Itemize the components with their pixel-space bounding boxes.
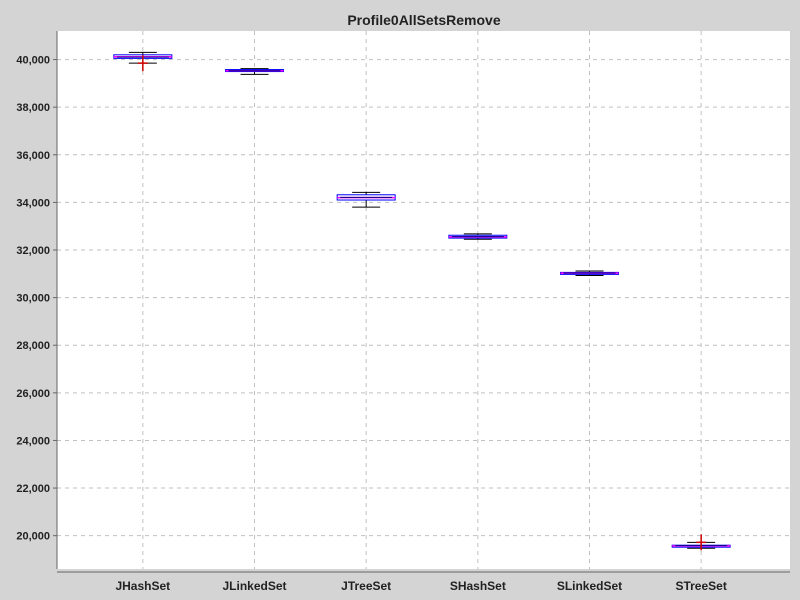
y-tick-label: 38,000	[16, 102, 50, 114]
y-tick-label: 34,000	[16, 197, 50, 209]
y-tick-label: 26,000	[16, 388, 50, 400]
y-tick-label: 30,000	[16, 293, 50, 305]
x-tick-label: SLinkedSet	[557, 579, 622, 593]
axis-layer: 20,000 22,000 24,000 26,000 28,000 30,000 32,0…	[16, 31, 790, 593]
plot-area	[57, 31, 790, 569]
box-STreeSet	[671, 534, 731, 551]
y-tick-label: 40,000	[16, 55, 50, 67]
x-tick-label: JTreeSet	[341, 579, 391, 593]
chart-title: Profile0AllSetsRemove	[347, 12, 500, 28]
grid-layer	[57, 31, 790, 569]
box-SHashSet	[448, 233, 508, 240]
y-tick-label: 20,000	[16, 531, 50, 543]
box-JTreeSet	[336, 191, 396, 208]
y-tick-label: 36,000	[16, 150, 50, 162]
y-tick-label: 22,000	[16, 483, 50, 495]
y-tick-label: 24,000	[16, 435, 50, 447]
x-tick-label: STreeSet	[675, 579, 726, 593]
y-tick-label: 28,000	[16, 340, 50, 352]
x-tick-label: JLinkedSet	[222, 579, 286, 593]
box-JLinkedSet	[225, 68, 284, 75]
x-tick-label: SHashSet	[450, 579, 506, 593]
box-JHashSet	[113, 51, 173, 72]
x-tick-label: JHashSet	[115, 579, 170, 593]
y-tick-label: 32,000	[16, 245, 50, 257]
box-layer	[113, 51, 731, 551]
box-SLinkedSet	[560, 270, 619, 276]
